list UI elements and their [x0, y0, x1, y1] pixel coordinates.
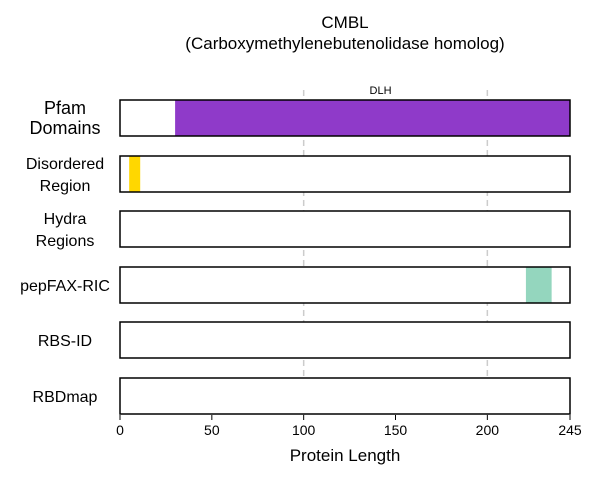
- track-label-line: Region: [40, 178, 91, 195]
- track-outline: [119, 99, 571, 137]
- track-outline: [119, 210, 571, 248]
- track-outline: [119, 155, 571, 193]
- track-label: RBDmap: [33, 389, 98, 406]
- track-label: Disordered Region: [26, 156, 104, 195]
- track-label-line: Pfam: [44, 98, 86, 118]
- region-bar: [175, 100, 570, 136]
- title-line-0: CMBL: [321, 13, 368, 32]
- track-label: Hydra Regions: [36, 211, 95, 250]
- track-label: pepFAX-RIC: [20, 278, 110, 295]
- x-tick-label: 100: [292, 422, 316, 438]
- track-label-line: Domains: [29, 118, 100, 138]
- track-outline: [119, 321, 571, 359]
- track-4: RBS-ID: [38, 321, 571, 359]
- track-label-line: Regions: [36, 233, 95, 250]
- region-bar: [525, 267, 552, 303]
- track-2: Hydra Regions: [36, 210, 571, 250]
- region-label: DLH: [370, 85, 392, 97]
- track-1: Disordered Region: [26, 155, 571, 195]
- track-label: Pfam Domains: [29, 98, 100, 138]
- x-tick-label: 0: [116, 422, 124, 438]
- track-label-line: RBDmap: [33, 389, 98, 406]
- track-background: [120, 378, 570, 414]
- x-axis: 0 50 100 150 200 245 Protein Length: [116, 415, 582, 465]
- track-background: [120, 156, 570, 192]
- track-background: [120, 211, 570, 247]
- title-line-1: (Carboxymethylenebutenolidase homolog): [185, 34, 504, 53]
- track-label-line: RBS-ID: [38, 333, 92, 350]
- track-background: [120, 267, 570, 303]
- track-outline: [119, 266, 571, 304]
- track-3: pepFAX-RIC: [20, 266, 571, 304]
- chart-title: CMBL (Carboxymethylenebutenolidase homolo…: [185, 13, 504, 53]
- gridlines: [302, 90, 489, 415]
- x-axis-title: Protein Length: [290, 446, 401, 465]
- track-label-line: pepFAX-RIC: [20, 278, 110, 295]
- region-bar: [129, 156, 141, 192]
- x-tick-label: 245: [558, 422, 582, 438]
- track-label-line: Hydra: [44, 211, 87, 228]
- track-0: DLH Pfam Domains: [29, 85, 571, 138]
- track-5: RBDmap: [33, 377, 571, 415]
- track-outline: [119, 377, 571, 415]
- x-tick-label: 200: [476, 422, 500, 438]
- x-tick-label: 150: [384, 422, 408, 438]
- x-tick-label: 50: [204, 422, 220, 438]
- track-label-line: Disordered: [26, 156, 104, 173]
- tracks: DLH Pfam Domains Disordered Region Hydra Regio…: [20, 85, 571, 415]
- track-background: [120, 322, 570, 358]
- track-label: RBS-ID: [38, 333, 92, 350]
